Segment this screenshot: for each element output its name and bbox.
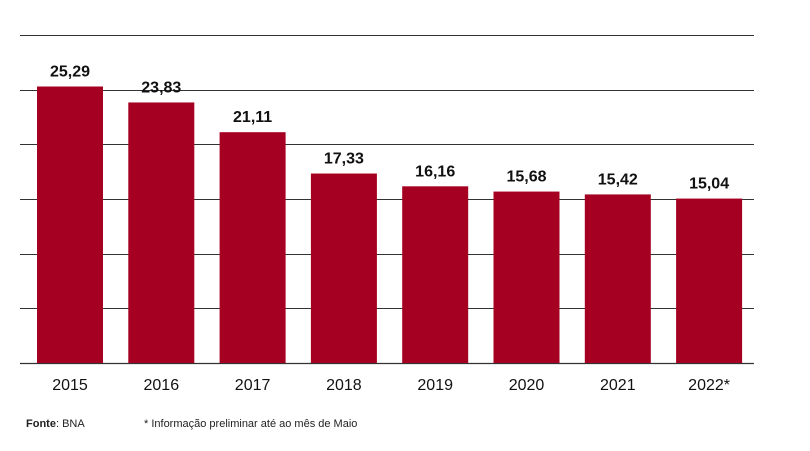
source-value: : BNA	[55, 418, 85, 430]
bar	[128, 102, 195, 363]
x-tick-labels: 2015 2016 2017 2018 2019 2020 2021 2022*	[52, 377, 730, 394]
x-tick-label: 2022*	[688, 377, 730, 394]
x-tick-label: 2020	[509, 377, 545, 394]
x-tick-label: 2019	[417, 377, 453, 394]
x-tick-label: 2015	[52, 377, 88, 394]
bar	[676, 198, 743, 363]
data-label: 23,83	[141, 79, 181, 96]
data-labels: 25,29 23,83 21,11 17,33 16,16 15,68 15,42 15,04	[50, 63, 729, 192]
source-note: Fonte: BNA	[26, 418, 85, 430]
bar	[584, 194, 651, 363]
data-label: 17,33	[324, 151, 364, 168]
data-label: 15,42	[598, 171, 638, 188]
bar	[310, 173, 377, 363]
data-label: 16,16	[415, 163, 455, 180]
bar-chart: 25,29 23,83 21,11 17,33 16,16 15,68 15,42 15,04…	[20, 35, 754, 394]
data-label: 15,04	[689, 176, 729, 193]
bar	[402, 186, 469, 363]
bars	[37, 86, 743, 363]
data-label: 25,29	[50, 63, 90, 80]
x-tick-label: 2017	[235, 377, 271, 394]
x-tick-label: 2021	[600, 377, 636, 394]
bar	[219, 132, 286, 363]
source-label: Fonte	[26, 418, 56, 430]
data-label: 15,68	[506, 169, 546, 186]
bar	[37, 86, 103, 363]
bar	[493, 191, 560, 363]
x-tick-label: 2016	[144, 377, 180, 394]
x-tick-label: 2018	[326, 377, 362, 394]
data-label: 21,11	[233, 109, 272, 126]
footnote: * Informação preliminar até ao mês de Ma…	[144, 418, 358, 430]
